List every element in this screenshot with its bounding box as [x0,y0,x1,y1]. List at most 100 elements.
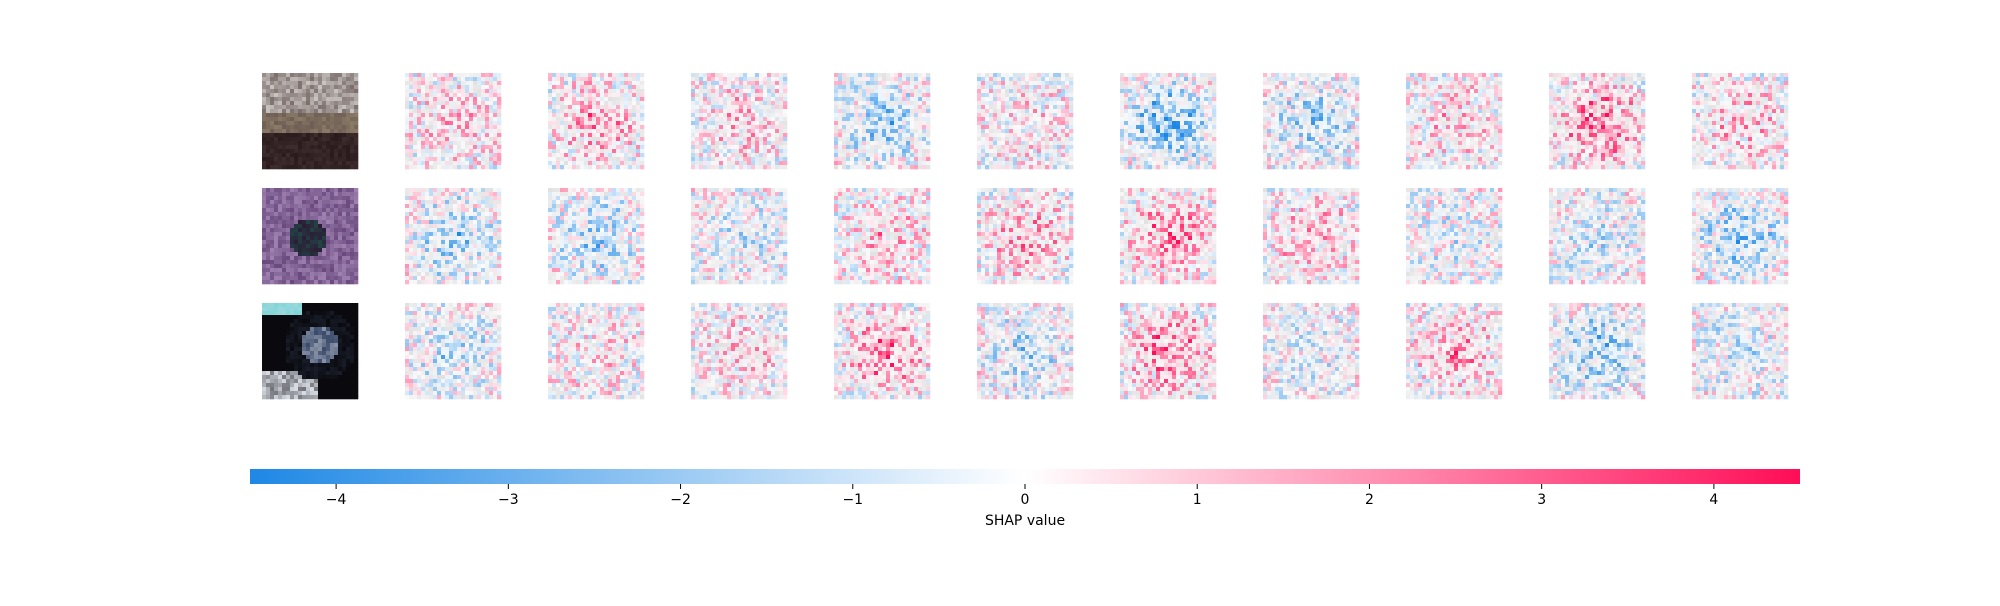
pixel [1351,165,1356,170]
pixel [838,113,843,118]
pixel [1017,121,1022,126]
pixel [568,121,573,126]
pixel [1188,101,1193,106]
pixel [628,93,633,98]
pixel [906,93,911,98]
pixel [1057,117,1062,122]
pixel [699,133,704,138]
pixel [1490,113,1495,118]
pixel [270,153,275,158]
pixel [612,161,617,166]
pixel [767,113,772,118]
pixel [723,117,728,122]
pixel [477,101,482,106]
pixel [1343,133,1348,138]
pixel [870,149,875,154]
pixel [898,101,903,106]
pixel [1299,141,1304,146]
pixel [1327,129,1332,134]
pixel [1263,109,1268,114]
pixel [584,89,589,94]
pixel [409,105,414,110]
pixel [886,129,891,134]
shap-map-row1-col2 [548,73,645,170]
pixel [481,145,486,150]
pixel [1343,121,1348,126]
pixel [314,81,319,86]
pixel [1200,121,1205,126]
pixel [413,97,418,102]
pixel [1196,97,1201,102]
pixel [330,109,335,114]
pixel [747,157,752,162]
pixel [1005,77,1010,82]
pixel [1482,93,1487,98]
pixel [914,89,919,94]
pixel [445,117,450,122]
pixel [588,89,593,94]
shap-map-row1-col7 [1263,73,1360,170]
pixel [858,89,863,94]
pixel [1335,97,1340,102]
pixel [433,133,438,138]
pixel [882,145,887,150]
pixel [747,153,752,158]
pixel [596,157,601,162]
pixel [429,101,434,106]
pixel [413,157,418,162]
pixel [767,165,772,170]
pixel [1017,77,1022,82]
pixel [870,165,875,170]
pixel [461,97,466,102]
pixel [1120,153,1125,158]
pixel [262,109,267,114]
pixel [1204,101,1209,106]
pixel [306,121,311,126]
pixel [481,77,486,82]
pixel [747,117,752,122]
pixel [413,133,418,138]
pixel [981,153,986,158]
pixel [421,89,426,94]
pixel [783,145,788,150]
pixel [1029,77,1034,82]
pixel [858,101,863,106]
pixel [596,97,601,102]
pixel [1303,153,1308,158]
pixel [771,141,776,146]
pixel [346,73,351,78]
pixel [739,121,744,126]
pixel [866,81,871,86]
pixel [890,93,895,98]
pixel [1144,141,1149,146]
pixel [1271,97,1276,102]
pixel [1041,137,1046,142]
pixel [588,165,593,170]
pixel [322,121,327,126]
pixel [1422,77,1427,82]
pixel [1319,73,1324,78]
pixel [604,133,609,138]
pixel [1291,137,1296,142]
pixel [334,81,339,86]
pixel [1192,137,1197,142]
pixel [1275,137,1280,142]
pixel [1065,157,1070,162]
pixel [1279,121,1284,126]
pixel [552,165,557,170]
pixel [548,141,553,146]
pixel [882,137,887,142]
pixel [1414,113,1419,118]
pixel [1148,105,1153,110]
pixel [1498,93,1503,98]
pixel [1152,141,1157,146]
pixel [1029,141,1034,146]
pixel [767,145,772,150]
pixel [624,109,629,114]
pixel [612,113,617,118]
pixel [1196,117,1201,122]
pixel [1406,97,1411,102]
pixel [1406,117,1411,122]
pixel [695,133,700,138]
pixel [274,145,279,150]
